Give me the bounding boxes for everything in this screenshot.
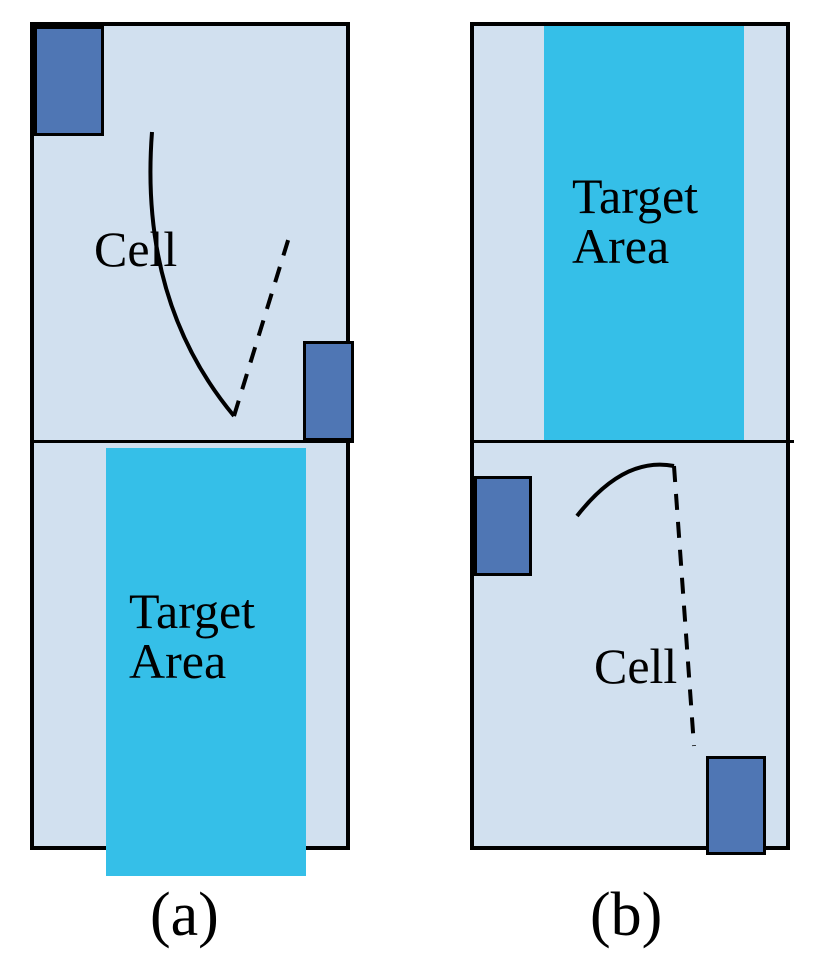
diagram-panel: CellTarget Area [470,22,790,850]
diagram-panel: CellTarget Area [30,22,350,850]
panel-caption: (b) [590,880,662,951]
panel-caption: (a) [150,880,219,951]
